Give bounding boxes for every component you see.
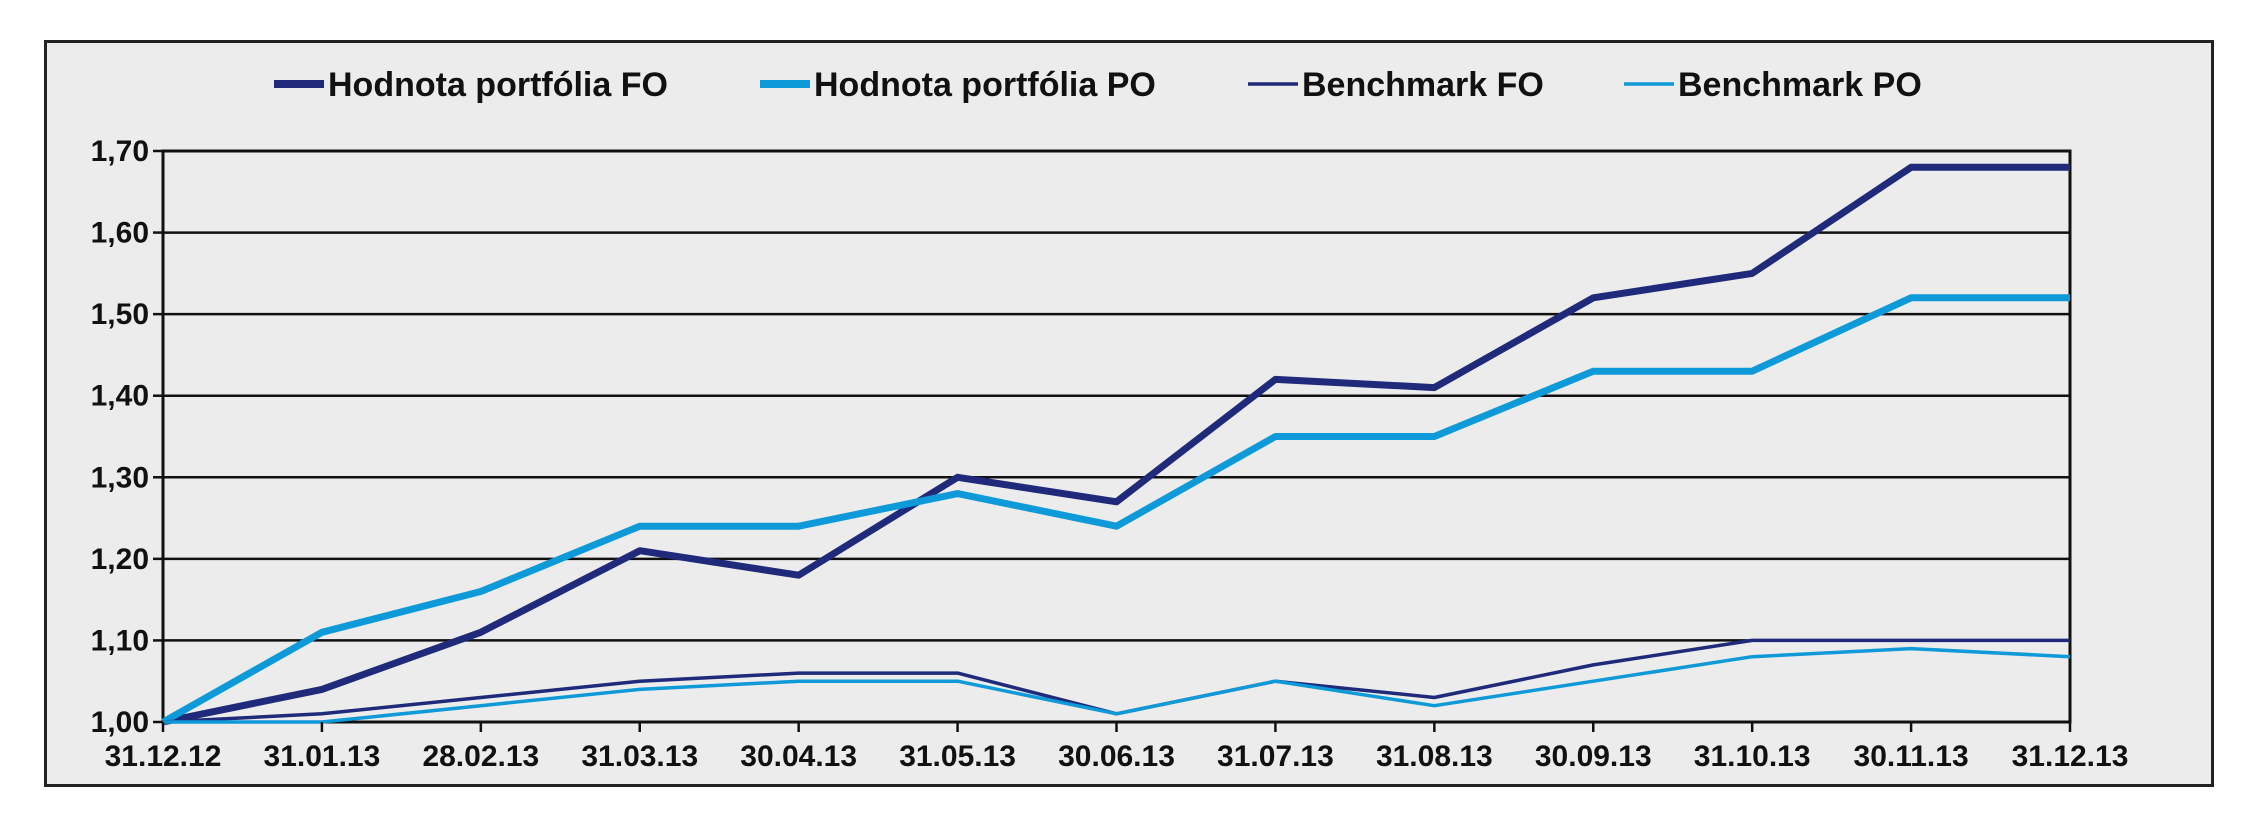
legend-label: Hodnota portfólia FO (328, 66, 668, 104)
legend-label: Benchmark PO (1678, 66, 1922, 104)
x-tick-label: 30.04.13 (740, 740, 857, 773)
y-tick-label: 1,50 (91, 298, 149, 331)
x-tick-label: 31.08.13 (1376, 740, 1493, 773)
y-tick-label: 1,40 (91, 380, 149, 413)
x-tick-label: 30.06.13 (1058, 740, 1175, 773)
series-line-4 (163, 646, 2071, 724)
x-tick-label: 31.10.13 (1694, 740, 1811, 773)
series-line-2 (161, 294, 2070, 726)
x-tick-label: 30.11.13 (1854, 740, 1969, 773)
plot-area (161, 149, 2072, 724)
x-tick-label: 31.03.13 (581, 740, 698, 773)
x-tick-label: 31.12.12 (105, 740, 222, 773)
legend-label: Hodnota portfólia PO (814, 66, 1156, 104)
series-line-1 (162, 163, 2070, 726)
y-tick-label: 1,20 (91, 543, 149, 576)
y-tick-label: 1,10 (91, 624, 149, 657)
x-tick-label: 30.09.13 (1535, 740, 1652, 773)
y-tick-label: 1,70 (91, 135, 149, 168)
x-tick-label: 31.07.13 (1217, 740, 1334, 773)
series-layer (161, 163, 2071, 726)
y-tick-label: 1,30 (91, 461, 149, 494)
axes: 1,00 1,10 1,20 1,30 1,40 1,50 1,60 1,70 31.12.12… (91, 135, 2129, 773)
x-tick-label: 31.05.13 (899, 740, 1016, 773)
grid (161, 149, 2072, 724)
x-tick-label: 31.01.13 (264, 740, 381, 773)
x-tick-label: 31.12.13 (2012, 740, 2129, 773)
y-tick-label: 1,00 (91, 706, 149, 739)
legend-label: Benchmark FO (1302, 66, 1544, 104)
x-tick-label: 28.02.13 (422, 740, 539, 773)
legend: Hodnota portfólia FO Hodnota portfólia PO… (274, 66, 1922, 104)
y-tick-label: 1,60 (91, 217, 149, 250)
